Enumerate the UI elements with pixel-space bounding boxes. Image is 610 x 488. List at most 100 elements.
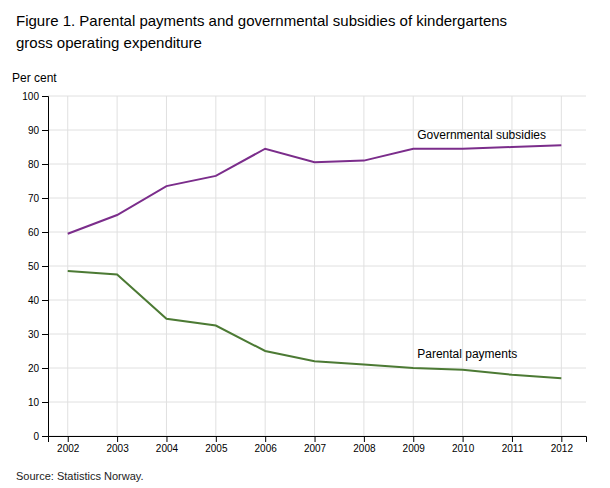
tick-label: 10	[28, 397, 40, 408]
grid-line	[48, 232, 586, 233]
axis-line	[42, 97, 49, 437]
grid-line	[413, 96, 414, 436]
tick-label: 60	[28, 227, 40, 238]
tick: 20	[28, 363, 48, 374]
tick-label: 2008	[353, 443, 376, 454]
tick-label: 2005	[205, 443, 228, 454]
grid-line	[48, 266, 586, 267]
tick-mark	[42, 436, 48, 437]
tick-label: 2004	[156, 443, 179, 454]
tick: 2011	[502, 436, 524, 454]
tick: 10	[28, 397, 48, 408]
tick-label: 0	[33, 431, 39, 442]
tick-label: 2010	[452, 443, 475, 454]
tick-mark	[68, 436, 69, 442]
tick-label: 70	[28, 193, 40, 204]
annotation: Source: Statistics Norway.	[16, 470, 144, 482]
tick-mark	[42, 334, 48, 335]
tick: 2002	[57, 436, 80, 454]
tick-mark	[42, 368, 48, 369]
y-axis: 0 10 20 30 40 50 60 70 80 90 100	[22, 91, 48, 442]
tick-mark	[315, 436, 316, 442]
tick: 2010	[452, 436, 475, 454]
chart: Figure 1. Parental payments and governme…	[0, 0, 610, 488]
tick: 2012	[551, 436, 574, 454]
tick: 80	[28, 159, 48, 170]
tick-mark	[166, 436, 167, 442]
axis-title: Per cent	[12, 71, 57, 85]
tick-mark	[265, 436, 266, 442]
series-group	[68, 145, 562, 378]
tick-mark	[42, 96, 48, 97]
tick-label: 30	[28, 329, 40, 340]
plot: 2002200320042005200620072008200920102011…	[22, 91, 586, 454]
title: Figure 1. Parental payments and governme…	[16, 12, 507, 29]
tick: 60	[28, 227, 48, 238]
grid-line	[48, 96, 586, 97]
tick: 70	[28, 193, 48, 204]
grid-line	[166, 96, 167, 436]
line	[68, 271, 562, 378]
tick-mark	[117, 436, 118, 442]
grid-line	[48, 334, 586, 335]
tick-label: 40	[28, 295, 40, 306]
tick-mark	[561, 436, 562, 442]
series-label: Governmental subsidies	[417, 128, 546, 142]
tick-mark	[512, 436, 513, 442]
tick-label: 2002	[57, 443, 80, 454]
grid-line	[363, 96, 364, 436]
tick-label: 20	[28, 363, 40, 374]
tick: 40	[28, 295, 48, 306]
axis-line	[49, 437, 587, 443]
tick: 2008	[353, 436, 376, 454]
grid-line	[67, 96, 68, 436]
tick: 0	[33, 431, 48, 442]
tick-mark	[42, 232, 48, 233]
tick-mark	[413, 436, 414, 442]
grid-line	[48, 198, 586, 199]
line	[68, 145, 562, 233]
tick-label: 100	[22, 91, 39, 102]
tick: 2003	[106, 436, 129, 454]
tick-mark	[42, 402, 48, 403]
grid-line	[48, 300, 586, 301]
grid-line	[561, 96, 562, 436]
tick-mark	[463, 436, 464, 442]
grid-line	[48, 164, 586, 165]
tick-label: 2003	[106, 443, 129, 454]
tick-mark	[42, 300, 48, 301]
tick: 30	[28, 329, 48, 340]
grid-line	[215, 96, 216, 436]
tick-label: 50	[28, 261, 40, 272]
tick: 2006	[255, 436, 278, 454]
tick-mark	[42, 198, 48, 199]
grid-line	[314, 96, 315, 436]
series-label: Parental payments	[417, 347, 517, 361]
tick: 2005	[205, 436, 228, 454]
tick: 90	[28, 125, 48, 136]
tick-label: 2006	[255, 443, 278, 454]
tick: 2007	[304, 436, 327, 454]
tick-label: 2009	[403, 443, 426, 454]
grid	[48, 96, 586, 436]
tick-label: 2011	[502, 443, 524, 454]
tick-mark	[42, 130, 48, 131]
tick-mark	[216, 436, 217, 442]
grid-line	[48, 402, 586, 403]
grid-line	[265, 96, 266, 436]
grid-line	[462, 96, 463, 436]
x-axis: 2002 2003 2004 2005 2006 2007 2008 2009 2010 2011…	[49, 436, 587, 454]
tick-label: 2007	[304, 443, 327, 454]
subtitle: gross operating expenditure	[16, 34, 202, 51]
tick: 50	[28, 261, 48, 272]
tick-label: 2012	[551, 443, 574, 454]
tick: 2009	[403, 436, 426, 454]
series-labels: Governmental subsidies Parental payments	[417, 128, 546, 361]
tick-label: 80	[28, 159, 40, 170]
tick: 100	[22, 91, 48, 102]
grid-line	[48, 368, 586, 369]
tick-mark	[42, 266, 48, 267]
tick-label: 90	[28, 125, 40, 136]
tick-mark	[42, 164, 48, 165]
grid-line	[117, 96, 118, 436]
